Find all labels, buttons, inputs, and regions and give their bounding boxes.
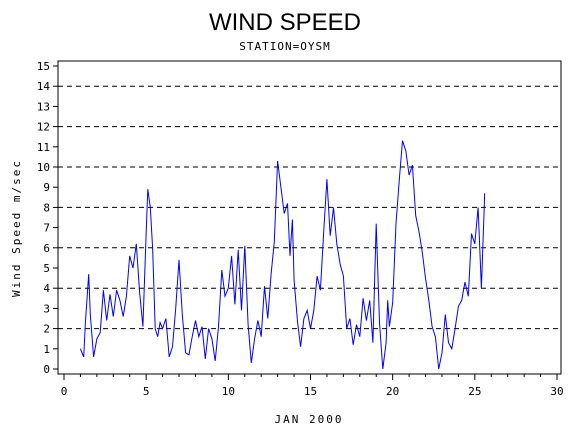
y-tick-label-8: 8 (43, 201, 50, 214)
wind-speed-series-line (79, 140, 486, 370)
y-tick-label-5: 5 (43, 262, 50, 275)
y-tick-label-3: 3 (43, 302, 50, 315)
y-tick-label-6: 6 (43, 242, 50, 255)
y-tick-label-9: 9 (43, 181, 50, 194)
x-axis: 0 5 10 15 20 25 30 (61, 374, 564, 398)
y-tick-label-13: 13 (37, 100, 50, 113)
y-tick-label-4: 4 (43, 282, 50, 295)
x-tick-label-0: 0 (61, 385, 68, 398)
y-axis-label: Wind Speed m/sec (10, 159, 23, 297)
x-axis-label: JAN 2000 (275, 413, 344, 426)
x-tick-label-25: 25 (468, 385, 481, 398)
x-tick-label-20: 20 (386, 385, 399, 398)
gridlines (58, 85, 561, 330)
chart-subtitle: STATION=OYSM (239, 40, 330, 53)
y-tick-label-14: 14 (37, 80, 51, 93)
y-tick-label-11: 11 (37, 141, 50, 154)
x-tick-label-30: 30 (550, 385, 563, 398)
y-tick-label-15: 15 (37, 60, 50, 73)
y-tick-label-0: 0 (43, 363, 50, 376)
x-tick-label-15: 15 (304, 385, 317, 398)
y-tick-label-7: 7 (43, 222, 50, 235)
y-tick-label-12: 12 (37, 121, 50, 134)
x-tick-label-10: 10 (222, 385, 235, 398)
x-tick-label-5: 5 (143, 385, 150, 398)
plot-frame (57, 60, 562, 375)
y-tick-label-1: 1 (43, 343, 50, 356)
chart-title: WIND SPEED (209, 9, 361, 36)
y-tick-label-10: 10 (37, 161, 50, 174)
y-tick-label-2: 2 (43, 323, 50, 336)
